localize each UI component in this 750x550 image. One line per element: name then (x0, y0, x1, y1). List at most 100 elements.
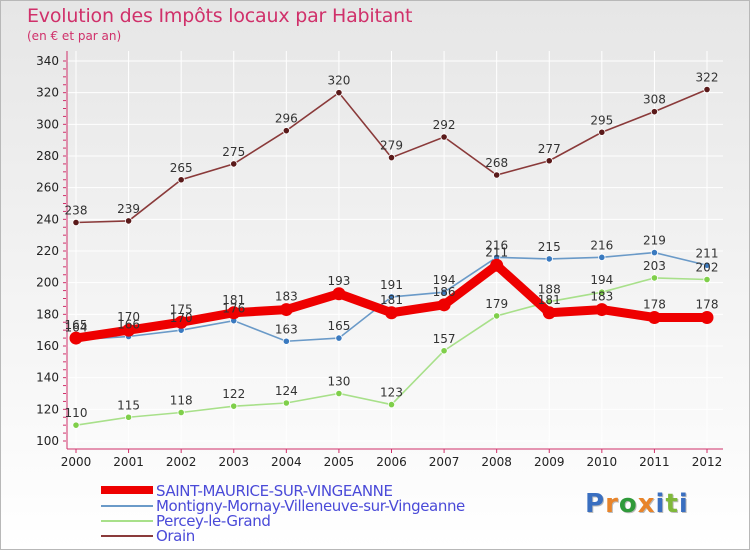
y-tick-label: 120 (36, 402, 59, 416)
data-point (493, 171, 501, 179)
y-tick-label: 260 (36, 181, 59, 195)
logo-letter: i (678, 489, 689, 519)
data-label: 211 (485, 245, 508, 259)
data-label: 238 (65, 204, 88, 218)
y-tick-label: 160 (36, 339, 59, 353)
data-label: 279 (380, 139, 403, 153)
data-label: 170 (117, 310, 140, 324)
data-point (703, 85, 711, 94)
x-tick-label: 2008 (481, 455, 512, 469)
data-point (598, 128, 606, 136)
x-tick-label: 2011 (639, 455, 670, 469)
data-point (335, 334, 343, 342)
chart-subtitle: (en € et par an) (27, 29, 122, 43)
data-point (650, 274, 659, 282)
data-label: 123 (380, 386, 403, 400)
data-label: 194 (590, 273, 613, 287)
legend-swatch (101, 505, 153, 507)
data-point (545, 255, 553, 263)
data-label: 183 (590, 290, 613, 304)
x-tick-label: 2002 (166, 455, 197, 469)
y-tick-label: 220 (36, 244, 59, 258)
data-label: 191 (380, 278, 403, 292)
data-label: 239 (117, 202, 140, 216)
data-label: 179 (485, 297, 508, 311)
data-label: 178 (696, 298, 719, 312)
data-label: 175 (170, 302, 193, 316)
data-point (332, 287, 346, 301)
data-label: 268 (485, 156, 508, 170)
data-point (703, 261, 711, 269)
x-tick-label: 2006 (376, 455, 407, 469)
data-label: 216 (485, 238, 508, 252)
data-label: 194 (433, 273, 456, 287)
data-label-layer: 238 239 265 275 296 320 279 292 268 277 295 308 322 1… (65, 71, 719, 421)
data-point (598, 288, 606, 296)
data-point (124, 217, 133, 225)
x-tick-label: 2010 (587, 455, 618, 469)
legend-swatch (101, 520, 153, 522)
data-point (230, 402, 238, 410)
data-point (72, 421, 80, 429)
data-point (647, 311, 661, 324)
data-point (227, 306, 241, 320)
data-point (595, 303, 609, 317)
data-point (700, 311, 714, 324)
data-point (174, 315, 188, 329)
data-label: 292 (433, 118, 456, 132)
data-label: 176 (222, 302, 245, 316)
data-label: 308 (643, 93, 666, 107)
data-label: 203 (643, 259, 666, 273)
data-point (72, 218, 80, 227)
data-point (282, 127, 290, 135)
data-point (437, 298, 451, 312)
data-label: 186 (433, 285, 456, 299)
data-point (335, 389, 343, 398)
data-label: 219 (643, 234, 666, 248)
data-point (490, 258, 504, 272)
y-tick-label: 100 (36, 434, 59, 448)
data-label: 122 (222, 387, 245, 401)
x-tick-label: 2012 (692, 455, 723, 469)
data-label: 170 (170, 311, 193, 325)
data-label: 157 (433, 332, 456, 346)
data-point (282, 399, 290, 407)
x-tick-label: 2007 (429, 455, 460, 469)
data-label: 110 (65, 406, 88, 420)
x-tick-label: 2001 (113, 455, 144, 469)
data-point (387, 153, 396, 162)
data-point (279, 303, 293, 317)
data-label: 215 (538, 240, 561, 254)
data-point (387, 293, 396, 301)
data-label: 165 (327, 319, 350, 333)
data-label: 164 (65, 321, 88, 335)
axis-layer: 100 120 140 160 180 200 220 240 260 280 300 320 340 2… (36, 51, 723, 469)
data-point (542, 306, 556, 320)
data-label: 202 (696, 261, 719, 275)
data-label: 216 (590, 238, 613, 252)
series-layer (69, 85, 714, 429)
data-label: 275 (222, 145, 245, 159)
logo-letter: x (637, 489, 656, 519)
legend-label: Montigny-Mornay-Villeneuve-sur-Vingeanne (156, 497, 465, 515)
data-label: 165 (65, 318, 88, 332)
data-label: 163 (275, 322, 298, 336)
y-tick-label: 320 (36, 86, 59, 100)
logo-letter: r (605, 489, 619, 519)
data-point (650, 248, 659, 257)
y-tick-label: 300 (36, 117, 59, 131)
x-tick-label: 2009 (534, 455, 565, 469)
data-point (335, 89, 343, 97)
chart-title: Evolution des Impôts locaux par Habitant (27, 5, 413, 27)
legend-swatch (101, 486, 153, 494)
legend-label: Percey-le-Grand (156, 512, 271, 530)
legend-label: SAINT-MAURICE-SUR-VINGEANNE (156, 482, 393, 500)
y-tick-label: 180 (36, 307, 59, 321)
data-point (650, 108, 659, 116)
x-tick-label: 2004 (271, 455, 302, 469)
data-label: 265 (170, 161, 193, 175)
data-point (545, 157, 553, 165)
data-point (124, 413, 133, 421)
grid-layer (67, 51, 723, 449)
data-label: 183 (275, 290, 298, 304)
